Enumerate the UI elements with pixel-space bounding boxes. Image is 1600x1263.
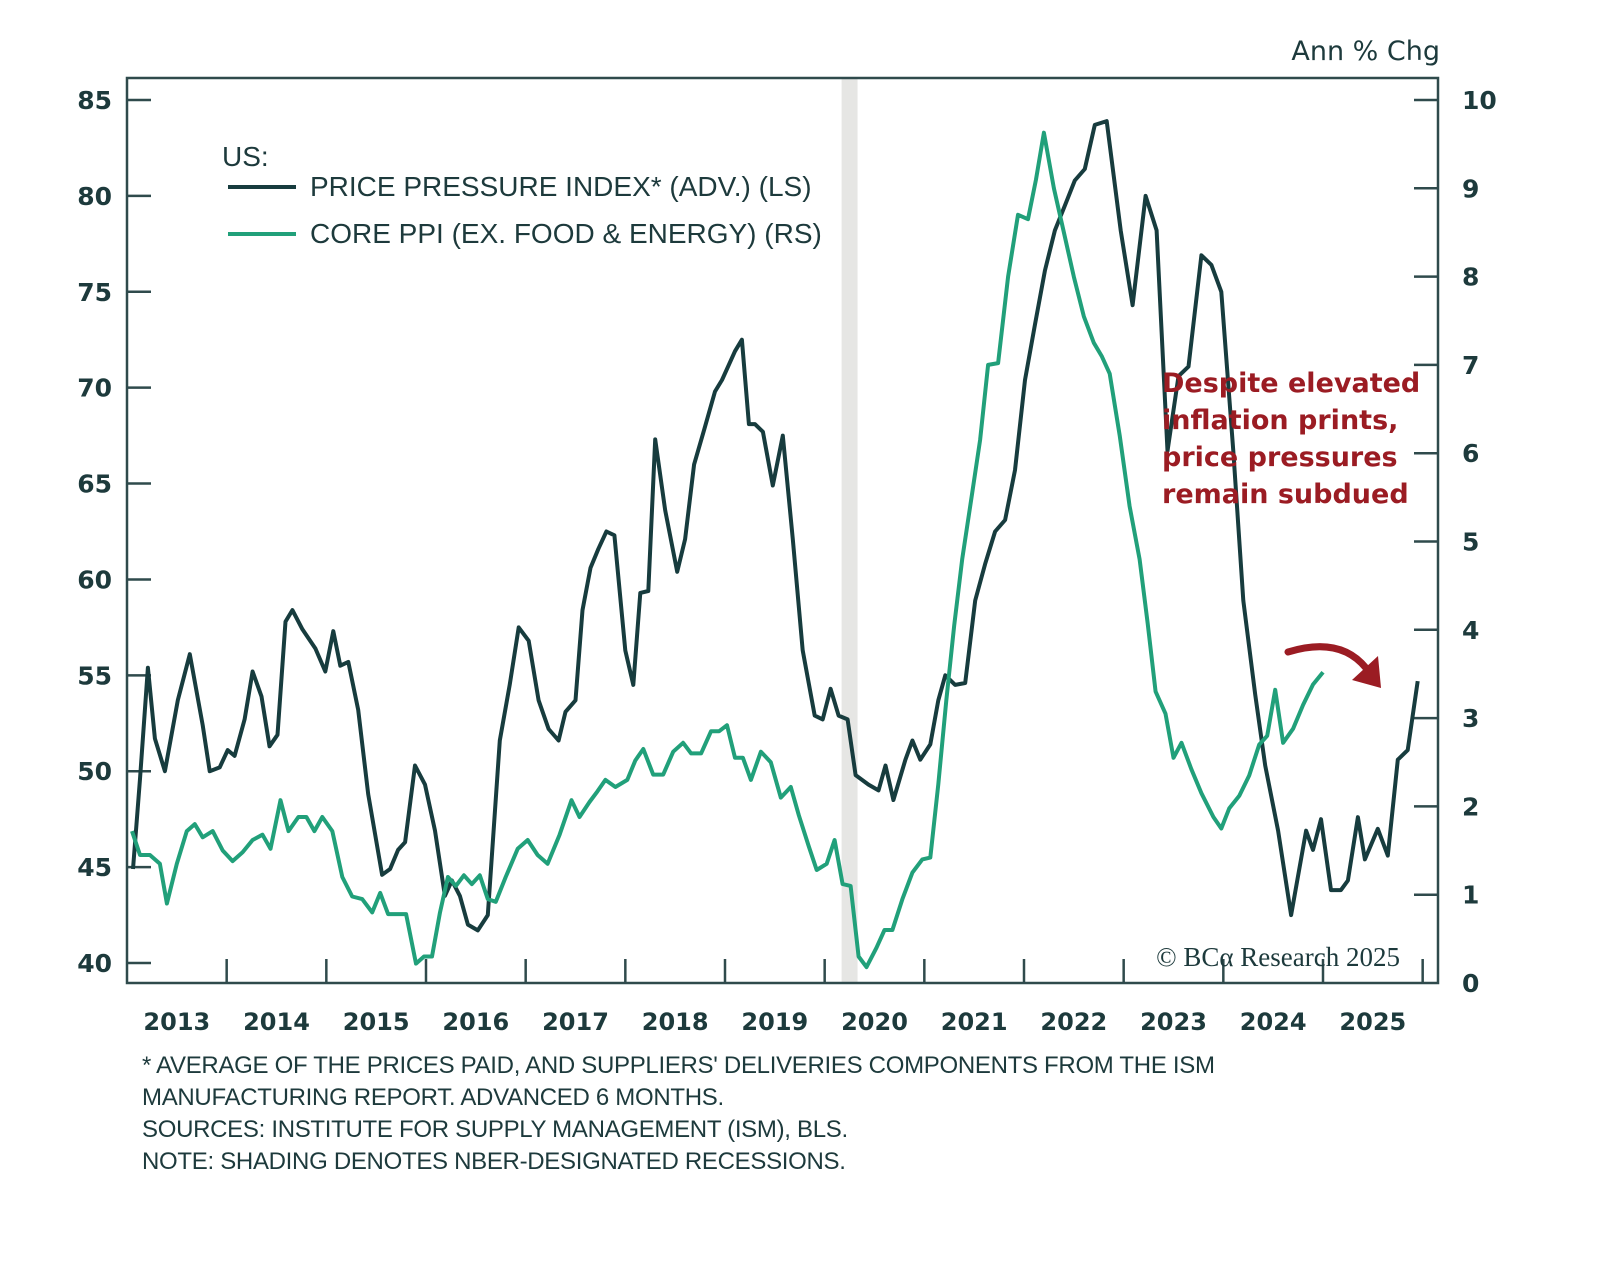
left-tick-label: 85 xyxy=(77,86,112,115)
annotation-line: Despite elevated xyxy=(1162,368,1420,399)
left-tick-label: 80 xyxy=(77,182,112,211)
right-tick-label: 2 xyxy=(1462,792,1479,821)
right-tick-label: 1 xyxy=(1462,881,1479,910)
x-tick-label: 2020 xyxy=(841,1008,908,1036)
left-tick-label: 70 xyxy=(77,374,112,403)
right-axis-title: Ann % Chg xyxy=(1291,36,1440,67)
right-tick-label: 10 xyxy=(1462,86,1497,115)
x-tick-label: 2017 xyxy=(542,1008,609,1036)
series-layer xyxy=(130,119,1420,970)
recession-shading-layer xyxy=(841,78,858,983)
left-tick-label: 75 xyxy=(77,278,112,307)
recession-band xyxy=(841,78,858,983)
x-axis: 2013 2014 2015 2016 2017 2018 2019 2020 2021 2022… xyxy=(143,959,1424,1036)
right-tick-label: 3 xyxy=(1462,704,1479,733)
series-line-price-pressure-index xyxy=(131,119,1420,933)
curved-arrow-down-right-icon xyxy=(1284,643,1381,688)
x-tick-label: 2025 xyxy=(1339,1008,1406,1036)
x-tick-label: 2018 xyxy=(642,1008,709,1036)
right-tick-label: 5 xyxy=(1462,528,1479,557)
left-tick-label: 55 xyxy=(77,661,112,690)
x-tick-label: 2016 xyxy=(442,1008,509,1036)
annotation: Despite elevated inflation prints, price… xyxy=(1162,368,1420,510)
left-tick-label: 40 xyxy=(77,949,112,978)
left-tick-label: 60 xyxy=(77,565,112,594)
legend-label-ppi: PRICE PRESSURE INDEX* (ADV.) (LS) xyxy=(310,171,812,202)
footnote-line: NOTE: SHADING DENOTES NBER-DESIGNATED RE… xyxy=(142,1148,846,1175)
annotation-line: inflation prints, xyxy=(1162,405,1398,436)
series-line-core-ppi xyxy=(130,130,1325,970)
legend-label-core-ppi: CORE PPI (EX. FOOD & ENERGY) (RS) xyxy=(310,218,822,249)
footnotes: * AVERAGE OF THE PRICES PAID, AND SUPPLI… xyxy=(142,1050,1215,1178)
footnote-line: * AVERAGE OF THE PRICES PAID, AND SUPPLI… xyxy=(142,1052,1215,1079)
annotation-line: remain subdued xyxy=(1162,479,1409,510)
x-tick-label: 2021 xyxy=(941,1008,1008,1036)
copyright-notice: © BCα Research 2025 xyxy=(1156,942,1400,972)
annotation-line: price pressures xyxy=(1162,442,1398,473)
legend-heading: US: xyxy=(222,141,269,172)
x-tick-label: 2019 xyxy=(741,1008,808,1036)
plot-frame xyxy=(125,76,1440,985)
left-tick-label: 45 xyxy=(77,853,112,882)
right-tick-label: 6 xyxy=(1462,439,1479,468)
legend: US: PRICE PRESSURE INDEX* (ADV.) (LS) CO… xyxy=(222,141,822,249)
right-tick-label: 7 xyxy=(1462,351,1479,380)
right-tick-label: 8 xyxy=(1462,263,1479,292)
right-axis: 0 1 2 3 4 5 6 7 8 9 10 xyxy=(1414,86,1497,998)
x-tick-label: 2022 xyxy=(1040,1008,1107,1036)
footnote-line: SOURCES: INSTITUTE FOR SUPPLY MANAGEMENT… xyxy=(142,1116,848,1143)
left-tick-label: 50 xyxy=(77,757,112,786)
right-tick-label: 9 xyxy=(1462,174,1479,203)
x-tick-label: 2014 xyxy=(243,1008,310,1036)
x-tick-label: 2013 xyxy=(143,1008,210,1036)
right-tick-label: 0 xyxy=(1462,969,1479,998)
footnote-line: MANUFACTURING REPORT. ADVANCED 6 MONTHS. xyxy=(142,1084,724,1111)
x-tick-label: 2024 xyxy=(1240,1008,1307,1036)
right-tick-label: 4 xyxy=(1462,616,1479,645)
x-tick-label: 2015 xyxy=(343,1008,410,1036)
x-tick-label: 2023 xyxy=(1140,1008,1207,1036)
left-tick-label: 65 xyxy=(77,470,112,499)
left-axis: 40 45 50 55 60 65 70 75 80 85 xyxy=(77,86,151,978)
